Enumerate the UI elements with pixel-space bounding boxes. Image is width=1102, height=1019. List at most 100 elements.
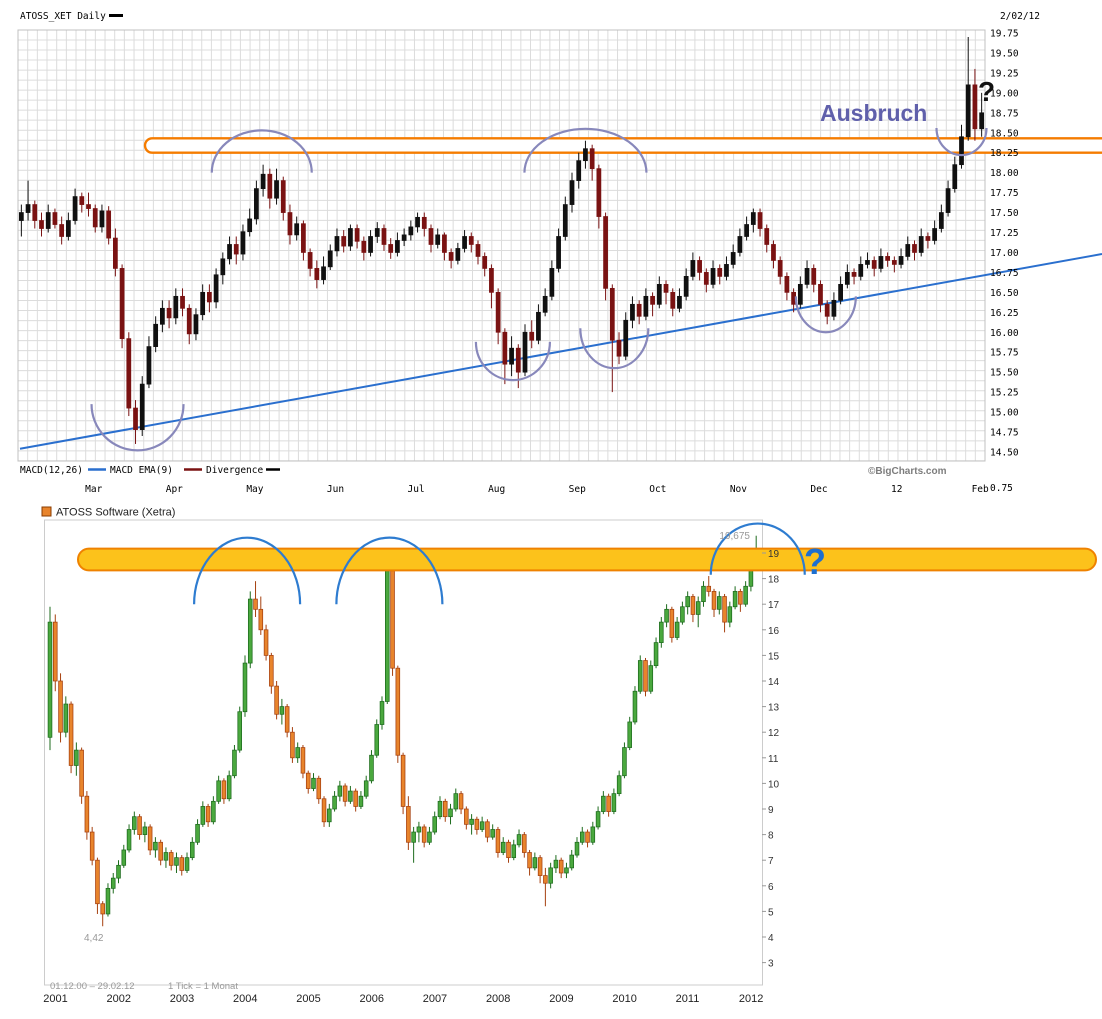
candle-body — [938, 212, 944, 229]
candle-body — [105, 887, 111, 915]
candle-body — [321, 798, 327, 823]
candle-body — [18, 212, 24, 221]
x-axis-year-label: 2004 — [233, 993, 257, 1005]
candle-body — [99, 210, 105, 228]
y-axis-price-label: 19.25 — [990, 68, 1019, 79]
candle-body — [361, 240, 367, 253]
candle-body — [126, 338, 132, 409]
candle-body — [200, 291, 206, 316]
candle-body — [627, 721, 632, 748]
candle-body — [558, 859, 564, 874]
x-axis-year-label: 2011 — [676, 993, 700, 1005]
candle-body — [190, 841, 195, 859]
candle-body — [485, 821, 490, 838]
candle-body — [663, 283, 669, 293]
candle-body — [220, 258, 226, 276]
candle-body — [316, 777, 322, 800]
candle-body — [295, 747, 300, 759]
candle-body — [590, 826, 596, 843]
monthly-legend-swatch — [41, 506, 52, 517]
candle-body — [543, 875, 548, 884]
candle-body — [479, 821, 485, 830]
candle-body — [79, 196, 85, 205]
candle-body — [489, 268, 494, 293]
y-axis-price-label: 17 — [768, 600, 780, 611]
candle-body — [305, 772, 311, 789]
candle-body — [153, 323, 159, 347]
candle-body — [327, 808, 332, 823]
y-axis-price-label: 14.50 — [990, 447, 1019, 458]
candle-body — [532, 857, 538, 869]
candle-body — [611, 793, 617, 812]
candle-body — [925, 236, 931, 241]
pattern-arc — [335, 536, 444, 605]
candle-body — [643, 660, 648, 692]
candle-body — [664, 608, 669, 623]
y-axis-price-label: 15.75 — [990, 348, 1019, 359]
daily-overlays — [19, 137, 1102, 450]
x-axis-month-label: May — [246, 484, 263, 495]
candle-body — [421, 826, 427, 843]
y-axis-price-label: 16 — [768, 626, 780, 637]
candle-body — [47, 621, 53, 738]
candle-body — [263, 629, 269, 656]
candle-body — [648, 665, 654, 692]
y-axis-price-label: 9 — [768, 805, 774, 816]
date-range-label: 01.12.00 – 29.02.12 — [50, 981, 135, 992]
candle-body — [207, 291, 212, 303]
candle-body — [601, 795, 606, 812]
x-axis-month-label: Aug — [488, 484, 505, 495]
candle-body — [448, 808, 453, 818]
pattern-arc — [474, 341, 552, 382]
candle-body — [321, 266, 326, 280]
candle-body — [247, 598, 253, 664]
resistance-band — [143, 137, 1102, 154]
candle-body — [737, 236, 743, 253]
candle-body — [972, 84, 978, 130]
x-axis-month-label: 12 — [891, 484, 902, 495]
candle-body — [280, 180, 286, 213]
candle-body — [650, 295, 655, 305]
candle-body — [690, 260, 696, 277]
candle-body — [609, 287, 615, 341]
candle-body — [912, 244, 917, 253]
candle-body — [659, 621, 664, 643]
y-axis-price-label: 4 — [768, 933, 774, 944]
y-axis-price-label: 15.50 — [990, 368, 1019, 379]
candle-body — [168, 852, 174, 866]
candle-body — [724, 264, 729, 277]
question-annotation-monthly: ? — [804, 541, 826, 582]
candle-body — [119, 268, 125, 340]
candle-body — [211, 800, 216, 823]
candle-body — [623, 319, 629, 357]
candle-body — [722, 596, 727, 623]
daily-pattern-arcs — [90, 127, 988, 452]
y-axis-price-label: 15.00 — [990, 408, 1019, 419]
pattern-arc — [192, 536, 302, 605]
x-axis-year-label: 2008 — [486, 993, 510, 1005]
x-axis-year-label: 2010 — [612, 993, 636, 1005]
candle-body — [233, 244, 239, 255]
monthly-plot-frame — [44, 519, 763, 986]
support-trendline — [19, 253, 1102, 450]
candle-body — [112, 237, 118, 269]
candle-body — [395, 240, 400, 253]
candle-body — [84, 795, 90, 833]
candle-body — [727, 606, 733, 623]
candle-body — [549, 268, 555, 297]
x-axis-year-label: 2005 — [296, 993, 320, 1005]
high-price-label: 19,675 — [719, 531, 750, 542]
candle-body — [643, 295, 649, 317]
candle-body — [137, 816, 142, 835]
pattern-arc — [210, 129, 313, 173]
candle-body — [146, 346, 152, 385]
breakout-annotation: Ausbruch — [820, 100, 927, 126]
candle-body — [437, 800, 443, 818]
candle-body — [637, 660, 643, 692]
candle-body — [574, 841, 580, 856]
pattern-arc — [709, 522, 806, 575]
y-axis-price-label: 17.75 — [990, 188, 1019, 199]
resistance-band — [77, 547, 1097, 572]
monthly-overlays — [77, 547, 1097, 572]
candle-body — [757, 212, 763, 229]
